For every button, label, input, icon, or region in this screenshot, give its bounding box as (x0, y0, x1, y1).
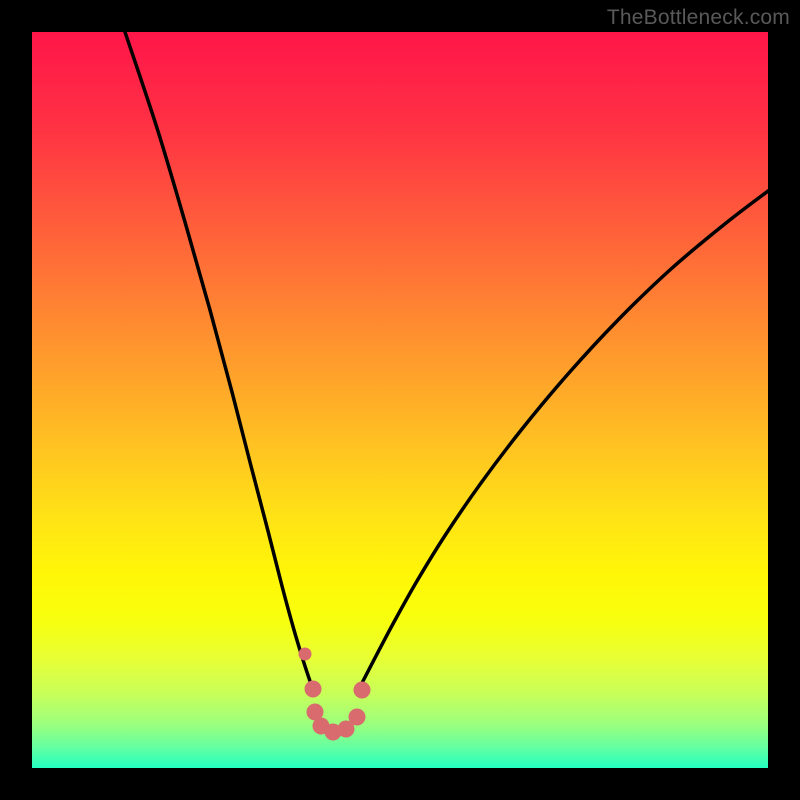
chart-container: TheBottleneck.com (0, 0, 800, 800)
watermark-text: TheBottleneck.com (607, 6, 790, 30)
curve-right-branch (362, 191, 768, 683)
curve-left-branch (125, 32, 312, 687)
trough-marker-0 (305, 681, 322, 698)
trough-marker-5 (349, 709, 366, 726)
curve-overlay (0, 0, 800, 800)
upper-single-marker (299, 648, 312, 661)
trough-marker-6 (354, 682, 371, 699)
